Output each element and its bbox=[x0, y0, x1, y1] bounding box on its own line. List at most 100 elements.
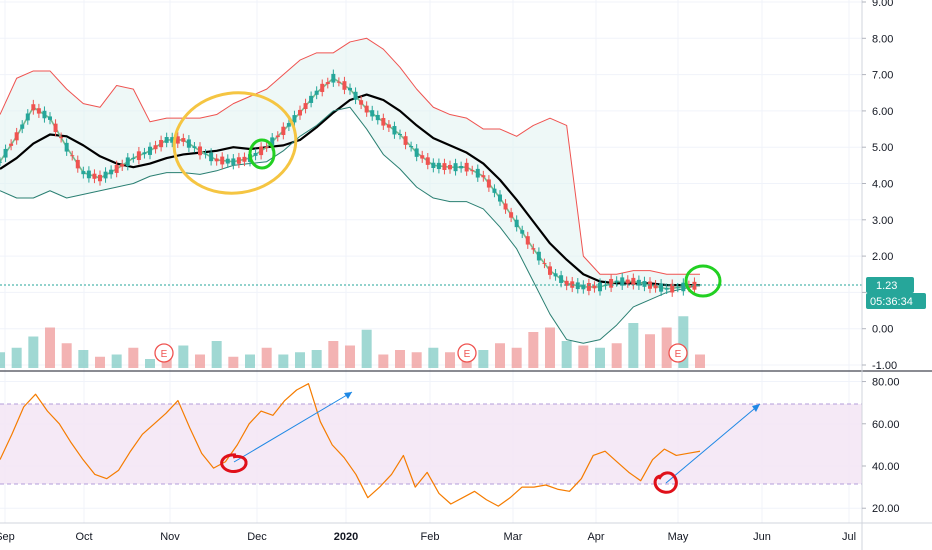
rsi-series bbox=[0, 383, 701, 507]
rsi-panel[interactable] bbox=[0, 381, 862, 509]
time-tick-label: Sep bbox=[0, 531, 15, 543]
candle-body bbox=[681, 282, 686, 292]
volume-bar bbox=[195, 354, 205, 368]
candle-body bbox=[631, 277, 636, 286]
volume-bar bbox=[578, 345, 589, 368]
volume-bar bbox=[611, 343, 622, 368]
volume-bar bbox=[378, 354, 389, 368]
candle-body bbox=[386, 124, 391, 128]
price-tick-label: 3.00 bbox=[872, 215, 893, 227]
candle-body bbox=[459, 165, 464, 169]
time-tick-label: Mar bbox=[504, 531, 523, 543]
candle-body bbox=[464, 162, 469, 172]
volume-bar bbox=[278, 354, 289, 368]
volume-bar bbox=[78, 350, 89, 368]
candle-body bbox=[325, 82, 330, 85]
rsi-axis-ticks: 80.00 60.00 40.00 20.00 bbox=[862, 377, 900, 515]
candle-body bbox=[642, 281, 647, 287]
candle-body bbox=[692, 281, 697, 290]
candle-body bbox=[481, 175, 486, 178]
candle-body bbox=[120, 164, 125, 167]
time-tick-label: Dec bbox=[247, 531, 267, 543]
volume-bar bbox=[128, 347, 139, 368]
candle-body bbox=[498, 194, 502, 202]
earnings-marker-1-label: E bbox=[161, 349, 168, 360]
candle-body bbox=[348, 87, 352, 91]
candle-body bbox=[509, 212, 514, 218]
candle-body bbox=[153, 145, 158, 150]
time-tick-label: Feb bbox=[421, 531, 440, 543]
candle-body bbox=[381, 117, 386, 126]
candle-body bbox=[486, 179, 491, 188]
candle-body bbox=[281, 126, 286, 136]
earnings-marker-1[interactable]: E bbox=[154, 343, 174, 363]
candle-body bbox=[59, 136, 64, 139]
candle-body bbox=[403, 136, 408, 145]
candle-body bbox=[225, 158, 230, 164]
candle-body bbox=[275, 135, 280, 138]
candle-body bbox=[420, 155, 425, 159]
candle-body bbox=[48, 116, 52, 120]
earnings-marker-2[interactable]: E bbox=[457, 343, 477, 363]
annotation-arrow-2-head bbox=[752, 404, 760, 412]
volume-bar bbox=[11, 347, 22, 368]
candle-body bbox=[175, 136, 180, 144]
earnings-marker-2-label: E bbox=[464, 349, 471, 360]
volume-bar bbox=[545, 327, 555, 368]
last-price-tag: 1.23 bbox=[866, 277, 914, 293]
volume-bar bbox=[261, 347, 272, 368]
volume-bar bbox=[478, 350, 489, 368]
price-tick-label: 2.00 bbox=[872, 251, 893, 263]
candle-body bbox=[125, 157, 130, 167]
candle-body bbox=[86, 170, 91, 179]
volume-bar bbox=[0, 352, 5, 368]
candle-body bbox=[253, 153, 258, 156]
candle-body bbox=[364, 105, 369, 113]
price-tick-label: 0.00 bbox=[872, 324, 893, 336]
candle-body bbox=[75, 159, 80, 169]
volume-bar bbox=[211, 341, 222, 368]
last-price-value: 1.23 bbox=[876, 280, 897, 292]
volume-bar bbox=[428, 347, 439, 368]
volume-bar bbox=[695, 354, 705, 368]
volume-bar bbox=[445, 352, 455, 368]
countdown-tag: 05:36:34 bbox=[866, 293, 926, 309]
annotation-green-circle-1 bbox=[248, 138, 276, 170]
candle-body bbox=[442, 163, 447, 171]
volume-bar bbox=[661, 327, 672, 368]
candle-body bbox=[436, 162, 441, 170]
candle-body bbox=[586, 283, 591, 291]
rsi-tick-label: 80.00 bbox=[872, 377, 900, 389]
volume-bar bbox=[411, 352, 422, 368]
candle-body bbox=[148, 146, 152, 155]
candle-body bbox=[298, 109, 302, 116]
annotation-arrow-1 bbox=[233, 391, 353, 463]
candle-body bbox=[370, 110, 375, 117]
earnings-marker-3[interactable]: E bbox=[668, 343, 688, 363]
candle-body bbox=[625, 279, 630, 284]
candle-body bbox=[103, 171, 108, 179]
candle-body bbox=[548, 266, 552, 275]
candle-body bbox=[81, 171, 86, 175]
time-tick-label: 2020 bbox=[334, 531, 358, 543]
candle-body bbox=[342, 81, 347, 90]
candle-body bbox=[664, 287, 669, 290]
candle-body bbox=[259, 146, 264, 156]
candle-body bbox=[164, 137, 169, 143]
candle-body bbox=[320, 83, 325, 92]
candle-body bbox=[431, 162, 436, 168]
time-axis[interactable]: Sep Oct Nov Dec 2020 Feb Mar Apr May Jun Jul bbox=[0, 522, 932, 543]
volume-bar bbox=[245, 354, 255, 368]
candle-body bbox=[553, 273, 558, 277]
volume-bar bbox=[628, 323, 639, 368]
price-tick-label: 5.00 bbox=[872, 142, 893, 154]
price-axis[interactable]: 9.008.007.006.005.004.003.002.001.000.00… bbox=[861, 0, 926, 550]
time-tick-label: Jul bbox=[842, 531, 856, 543]
candle-body bbox=[209, 152, 214, 162]
earnings-markers[interactable]: E E E bbox=[154, 343, 688, 363]
candle-body bbox=[670, 283, 675, 293]
rsi-tick-label: 40.00 bbox=[872, 461, 900, 473]
price-tick-label: -1.00 bbox=[872, 360, 897, 372]
price-tick-label: 7.00 bbox=[872, 70, 893, 82]
